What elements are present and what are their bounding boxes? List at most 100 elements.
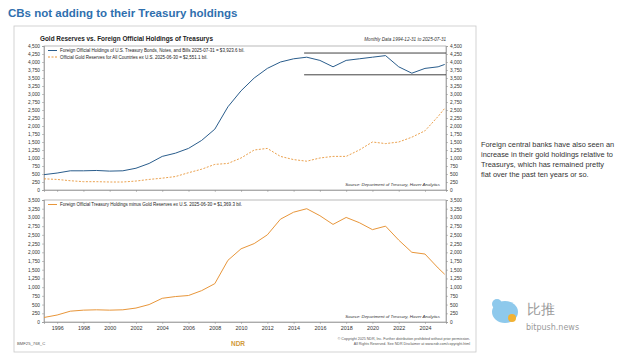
tick: 2020 bbox=[367, 322, 379, 331]
tick-mark bbox=[399, 322, 400, 324]
axis-line bbox=[447, 47, 449, 191]
tick-mark bbox=[189, 190, 190, 192]
tick-mark bbox=[446, 287, 448, 288]
tick-label: 3,750 bbox=[450, 68, 462, 73]
tick-label: 1,500 bbox=[28, 140, 40, 145]
tick bbox=[136, 190, 137, 192]
tick-label: 4,500 bbox=[450, 44, 462, 49]
tick: 3,250 bbox=[446, 207, 462, 212]
tick-mark bbox=[136, 190, 137, 192]
tick-label: 2,000 bbox=[28, 124, 40, 129]
plot-frame bbox=[44, 46, 446, 190]
tick-mark bbox=[42, 150, 44, 151]
tick-label: 0 bbox=[450, 188, 453, 193]
tick-mark bbox=[42, 158, 44, 159]
tick: 2,500 bbox=[446, 108, 462, 113]
tick-label: 3,500 bbox=[450, 76, 462, 81]
tick: 2,750 bbox=[446, 100, 462, 105]
tick: 2,750 bbox=[28, 100, 44, 105]
tick-mark bbox=[294, 322, 295, 324]
tick-mark bbox=[42, 226, 44, 227]
tick-mark bbox=[42, 102, 44, 103]
tick: 1,000 bbox=[28, 285, 44, 290]
tick-label: 2,000 bbox=[28, 250, 40, 255]
tick-label: 3,250 bbox=[450, 84, 462, 89]
tick-label: 2,500 bbox=[28, 108, 40, 113]
tick-mark bbox=[42, 244, 44, 245]
tick-label: 1,250 bbox=[450, 276, 462, 281]
footer-logo: NDR bbox=[231, 340, 245, 347]
tick-label: 1,750 bbox=[28, 259, 40, 264]
tick-label: 3,000 bbox=[28, 215, 40, 220]
tick: 1,750 bbox=[446, 259, 462, 264]
source: Source: Department of Treasury, Haver An… bbox=[345, 182, 441, 187]
range-line bbox=[304, 74, 446, 75]
tick-mark bbox=[446, 200, 448, 201]
tick-mark bbox=[425, 322, 426, 324]
tick-mark bbox=[446, 70, 448, 71]
tick: 4,250 bbox=[28, 52, 44, 57]
tick-mark bbox=[446, 54, 448, 55]
tick: 2012 bbox=[262, 322, 274, 331]
tick-label: 4,250 bbox=[450, 52, 462, 57]
tick-label: 750 bbox=[32, 164, 40, 169]
tick-mark bbox=[399, 190, 400, 192]
tick-label: 250 bbox=[450, 180, 458, 185]
tick: 750 bbox=[32, 294, 44, 299]
watermark-icon bbox=[492, 299, 502, 309]
tick-mark bbox=[42, 166, 44, 167]
tick: 750 bbox=[446, 294, 458, 299]
tick: 1,250 bbox=[28, 148, 44, 153]
tick-mark bbox=[446, 217, 448, 218]
tick-label: 500 bbox=[32, 303, 40, 308]
tick-label: 3,000 bbox=[450, 215, 462, 220]
tick-label: 750 bbox=[450, 294, 458, 299]
tick: 1,250 bbox=[446, 148, 462, 153]
tick-label: 4,000 bbox=[28, 60, 40, 65]
source: Source: Department of Treasury, Haver An… bbox=[345, 314, 441, 319]
tick-label: 2,750 bbox=[28, 224, 40, 229]
tick: 2022 bbox=[393, 322, 405, 331]
tick: 2008 bbox=[209, 322, 221, 331]
tick-mark bbox=[446, 278, 448, 279]
tick: 3,000 bbox=[446, 215, 462, 220]
tick-mark bbox=[42, 174, 44, 175]
tick-mark bbox=[42, 296, 44, 297]
tick-mark bbox=[446, 62, 448, 63]
tick bbox=[399, 190, 400, 192]
tick: 2,000 bbox=[446, 250, 462, 255]
watermark-site: bitpush.news bbox=[526, 323, 579, 332]
tick-label: 2012 bbox=[262, 325, 274, 331]
tick-label: 250 bbox=[32, 311, 40, 316]
tick-mark bbox=[425, 190, 426, 192]
tick-mark bbox=[241, 322, 242, 324]
tick-label: 3,750 bbox=[28, 68, 40, 73]
tick: 0 bbox=[37, 188, 44, 193]
tick: 3,500 bbox=[446, 76, 462, 81]
tick-mark bbox=[42, 287, 44, 288]
tick-mark bbox=[215, 322, 216, 324]
tick-label: 2,750 bbox=[28, 100, 40, 105]
tick-mark bbox=[162, 190, 163, 192]
tick-mark bbox=[267, 322, 268, 324]
tick-label: 2,000 bbox=[450, 124, 462, 129]
watermark-name: 比推 bbox=[527, 301, 555, 317]
tick: 4,500 bbox=[28, 44, 44, 49]
tick-label: 0 bbox=[450, 320, 453, 325]
tick-label: 1,250 bbox=[450, 148, 462, 153]
tick-label: 3,500 bbox=[28, 76, 40, 81]
legend-label: Official Gold Reserves for All Countries… bbox=[60, 55, 208, 60]
legend-swatch bbox=[48, 204, 57, 205]
tick: 0 bbox=[446, 320, 453, 325]
axis-line bbox=[42, 201, 45, 323]
tick-label: 2022 bbox=[393, 325, 405, 331]
tick: 1,750 bbox=[28, 259, 44, 264]
tick-mark bbox=[110, 190, 111, 192]
tick: 1,500 bbox=[28, 140, 44, 145]
tick: 2,000 bbox=[28, 124, 44, 129]
legend-label: Foreign Official Holdings of U.S. Treasu… bbox=[60, 48, 244, 53]
panel: 02505007501,0001,2501,5001,7502,0002,250… bbox=[28, 35, 462, 193]
chart-frame bbox=[14, 26, 476, 352]
axis-line bbox=[45, 323, 447, 325]
tick-label: 1996 bbox=[52, 325, 64, 331]
